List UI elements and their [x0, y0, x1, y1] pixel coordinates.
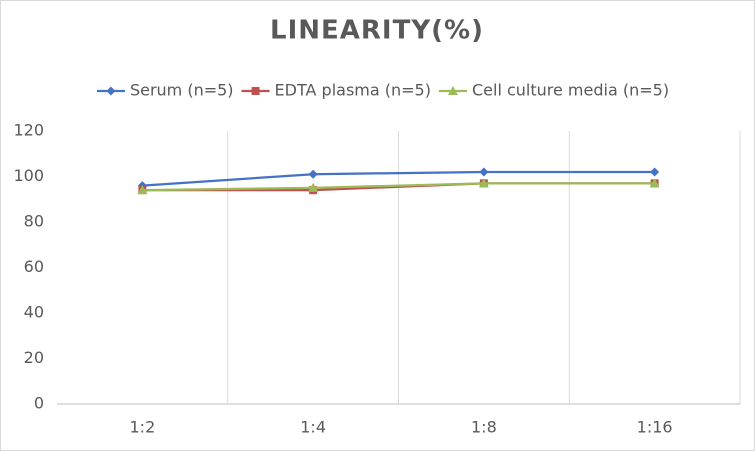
legend: Serum (n=5) EDTA plasma (n=5) Cell culture…: [96, 81, 669, 100]
y-tick-label: 0: [34, 394, 44, 413]
y-tick-label: 60: [24, 257, 44, 276]
legend-label: EDTA plasma (n=5): [275, 81, 431, 100]
marker: [308, 169, 318, 179]
legend-item: Cell culture media (n=5): [438, 81, 669, 100]
marker: [478, 178, 489, 188]
y-tick-label: 120: [13, 121, 44, 140]
y-tick-label: 40: [24, 303, 44, 322]
y-tick-label: 20: [24, 348, 44, 367]
legend-label: Cell culture media (n=5): [472, 81, 669, 100]
y-tick-label: 80: [24, 212, 44, 231]
marker: [137, 185, 148, 195]
x-tick-label: 1:8: [471, 418, 497, 437]
legend-item: Serum (n=5): [96, 81, 234, 100]
marker: [308, 182, 319, 192]
legend-item: EDTA plasma (n=5): [241, 81, 431, 100]
legend-label: Serum (n=5): [130, 81, 234, 100]
series-line: [142, 182, 655, 192]
marker: [650, 167, 660, 177]
chart-title: LINEARITY(%): [270, 16, 484, 46]
x-tick-label: 1:16: [637, 418, 673, 437]
marker: [479, 167, 489, 177]
marker: [106, 86, 116, 96]
x-tick-label: 1:2: [130, 418, 156, 437]
x-tick-label: 1:4: [300, 418, 326, 437]
series-line: [142, 170, 655, 187]
y-tick-label: 100: [13, 166, 44, 185]
marker: [649, 178, 660, 188]
marker: [251, 87, 260, 95]
marker: [447, 86, 458, 95]
